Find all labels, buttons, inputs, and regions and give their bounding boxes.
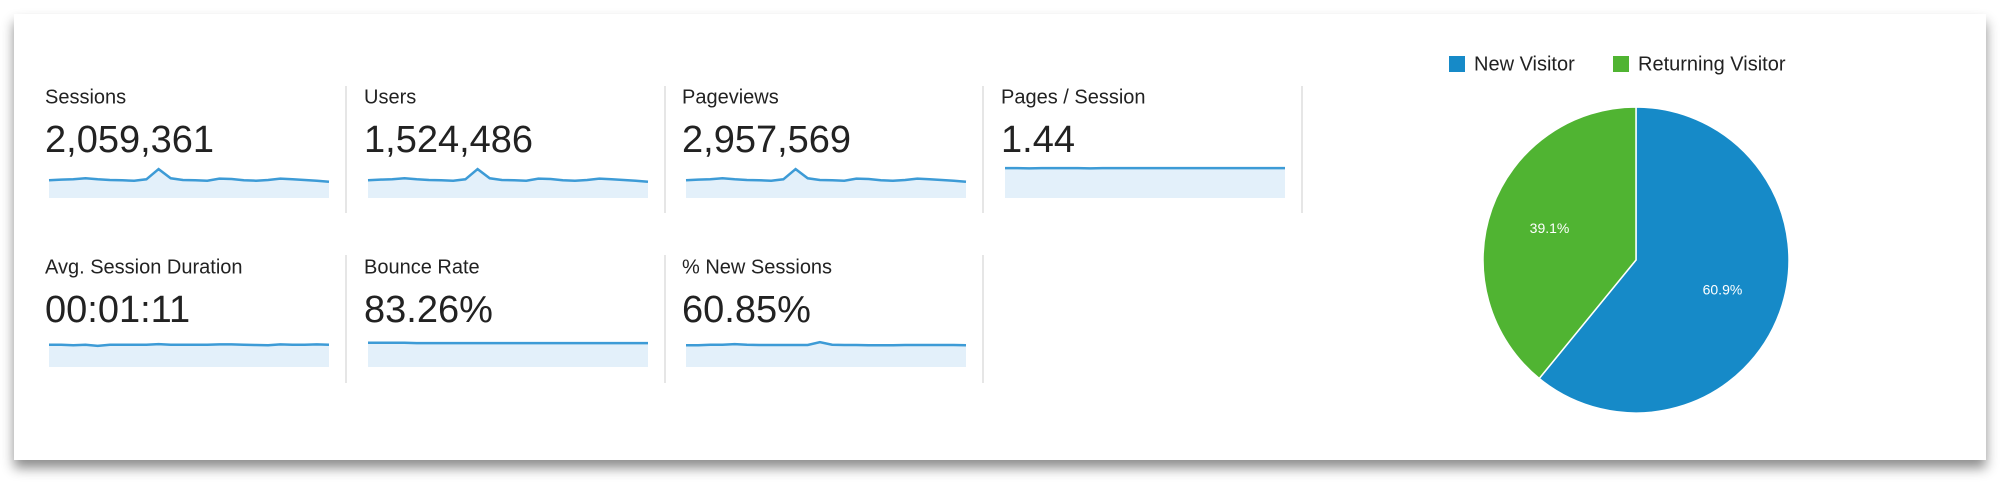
sparkline [685, 167, 967, 183]
metric-label[interactable]: Pages / Session [1001, 86, 1146, 108]
metric-value: 00:01:11 [45, 289, 190, 331]
sparkline-area [368, 169, 648, 198]
metric-label[interactable]: Sessions [45, 86, 126, 108]
sparkline-area [1005, 168, 1285, 198]
metric-value: 1.44 [1001, 119, 1075, 161]
legend-swatch[interactable] [1449, 56, 1465, 72]
legend-label[interactable]: Returning Visitor [1638, 53, 1786, 75]
sparkline [49, 342, 330, 348]
sparkline-area [49, 169, 329, 198]
sparkline-area [686, 342, 966, 367]
pie-slice[interactable] [1538, 106, 1790, 414]
metric-value: 1,524,486 [364, 119, 533, 161]
sparkline [686, 340, 967, 347]
metric-value: 83.26% [364, 289, 493, 331]
metric-label[interactable]: Avg. Session Duration [45, 256, 243, 278]
metric-label[interactable]: % New Sessions [682, 256, 832, 278]
slice-label: 39.1% [1530, 220, 1570, 236]
metric-label[interactable]: Bounce Rate [364, 256, 480, 278]
legend-swatch[interactable] [1613, 56, 1629, 72]
metric-label[interactable]: Users [364, 86, 416, 108]
pie-slice[interactable] [1482, 106, 1637, 380]
metric-value: 2,059,361 [45, 119, 214, 161]
legend-label[interactable]: New Visitor [1474, 53, 1575, 75]
slice-label: 60.9% [1703, 282, 1743, 298]
sparkline [367, 167, 649, 183]
metric-label[interactable]: Pageviews [682, 86, 779, 108]
metric-value: 2,957,569 [682, 119, 851, 161]
sparkline-area [368, 342, 648, 367]
sparkline-area [686, 169, 966, 198]
sparkline-area [49, 344, 329, 367]
sparkline [48, 167, 330, 183]
metric-value: 60.85% [682, 289, 811, 331]
